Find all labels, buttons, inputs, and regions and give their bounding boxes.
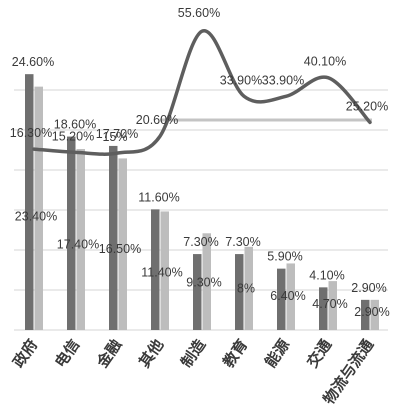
bar-series2-government xyxy=(34,86,43,330)
bar-series1-education xyxy=(235,254,244,330)
label-series2-telecom: 17.40% xyxy=(57,238,99,252)
category-label-energy: 能源 xyxy=(261,336,293,371)
category-label-government: 政府 xyxy=(9,336,41,371)
label-series2-transport: 4.70% xyxy=(312,297,347,311)
label-series1-telecom: 18.60% xyxy=(54,118,96,132)
label-series2-manufacturing: 9.30% xyxy=(186,275,221,289)
bar-series1-government xyxy=(25,74,34,330)
bar-series2-energy xyxy=(286,263,295,330)
label-series2-finance: 16.50% xyxy=(99,242,141,256)
label-series1-education: 7.30% xyxy=(225,235,260,249)
bar-series2-education xyxy=(244,246,253,330)
category-label-education: 教育 xyxy=(219,336,252,372)
bar-series1-finance xyxy=(109,145,118,330)
bars xyxy=(25,74,379,330)
bar-series1-manufacturing xyxy=(193,254,202,330)
label-series2-other: 11.40% xyxy=(141,266,182,280)
bar-series1-other xyxy=(151,209,160,330)
data-labels: 24.60% 23.40% 16.30%18.60% 17.40% 15.20% 17.7… xyxy=(10,6,390,319)
category-label-manufacturing: 制造 xyxy=(177,336,209,371)
bar-series1-energy xyxy=(277,268,286,330)
label-series1-finance: 17.70% xyxy=(96,127,138,141)
label-line-finance: 15% xyxy=(102,130,127,144)
bar-series1-logistics xyxy=(361,299,370,330)
bar-series1-transport xyxy=(319,287,328,330)
label-series2-education: 8% xyxy=(237,282,255,296)
bar-series2-logistics xyxy=(370,299,379,330)
bar-series2-other xyxy=(160,211,169,330)
label-series1-other: 11.60% xyxy=(138,190,179,204)
bar-series2-finance xyxy=(118,158,127,330)
category-label-transport: 交通 xyxy=(303,336,335,371)
label-line-government: 16.30% xyxy=(10,126,52,140)
category-label-other: 其他 xyxy=(135,336,167,371)
label-line-other: 20.60% xyxy=(136,113,178,127)
label-line-energy: 33.90% xyxy=(262,73,304,87)
label-line-education: 33.90% xyxy=(220,73,262,87)
category-label-telecom: 电信 xyxy=(51,336,83,371)
bar-series2-manufacturing xyxy=(202,233,211,330)
bar-series1-telecom xyxy=(67,136,76,330)
label-series1-transport: 4.10% xyxy=(309,268,344,282)
label-line-logistics: 25.20% xyxy=(346,99,388,113)
bar-series2-transport xyxy=(328,281,337,330)
label-line-telecom: 15.20% xyxy=(52,129,94,143)
label-line-manufacturing: 55.60% xyxy=(178,6,220,20)
label-series1-government: 24.60% xyxy=(12,55,54,69)
label-series1-manufacturing: 7.30% xyxy=(183,235,218,249)
category-label-finance: 金融 xyxy=(93,336,126,372)
gridlines xyxy=(14,89,388,331)
label-line-transport: 40.10% xyxy=(304,55,346,69)
label-series1-energy: 5.90% xyxy=(267,250,302,264)
trend-line-group xyxy=(32,29,372,156)
label-series2-logistics: 2.90% xyxy=(354,305,389,319)
bar-series2-telecom xyxy=(76,149,85,330)
label-series2-energy: 6.40% xyxy=(270,289,305,303)
label-series2-government: 23.40% xyxy=(15,209,57,223)
label-series1-logistics: 2.90% xyxy=(351,281,386,295)
